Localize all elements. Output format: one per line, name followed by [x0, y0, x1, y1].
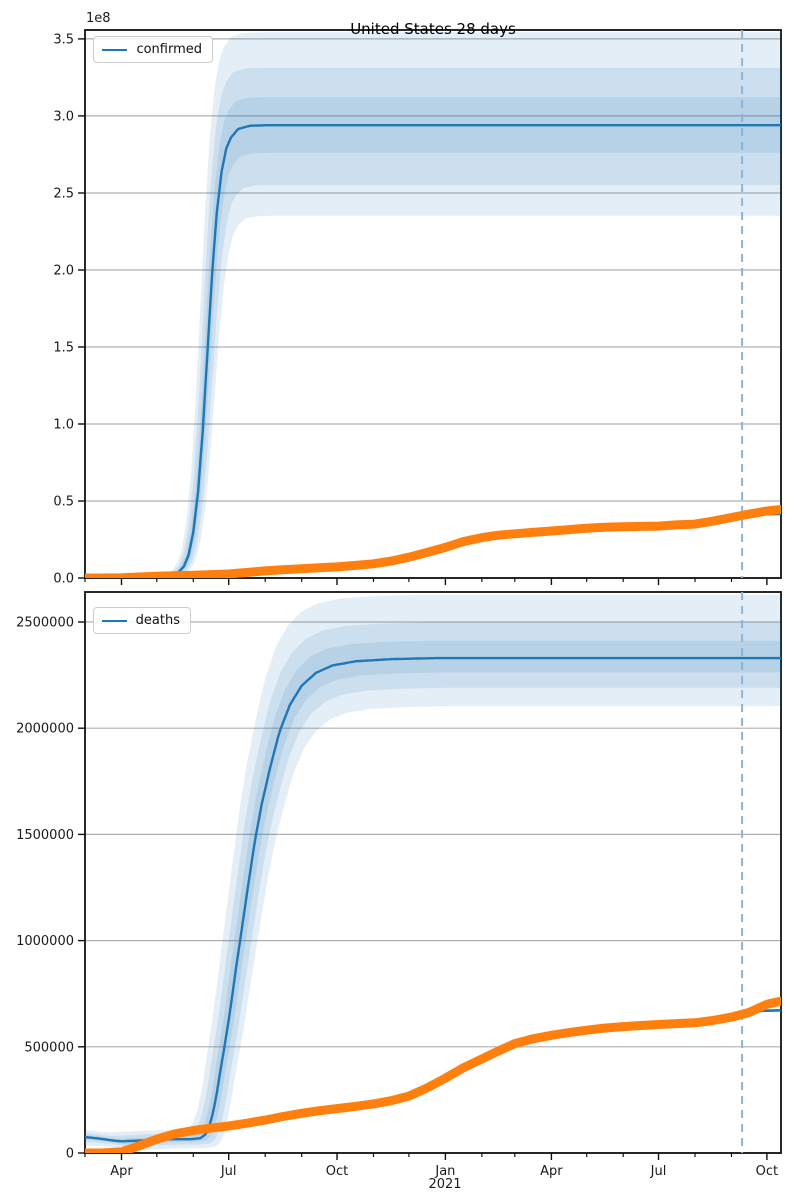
y-tick-label: 2000000 — [16, 722, 74, 737]
y-tick-label: 2500000 — [16, 616, 74, 631]
y-tick-label: 0.5 — [53, 495, 74, 510]
fit-median-line — [85, 656, 781, 1143]
x-tick-label: Oct — [756, 1164, 778, 1179]
deaths-subplot: 0 500000 1000000 1500000 2000000 2500000 Apr Ju… — [16, 591, 782, 1179]
legend-label-confirmed: confirmed — [136, 42, 202, 57]
actual-data-line — [85, 505, 781, 578]
axes-spines — [84, 29, 782, 579]
confidence-band — [85, 640, 781, 1144]
legend-label-deaths: deaths — [135, 613, 180, 628]
legend-line-swatch — [102, 619, 127, 622]
fit-median-line — [85, 124, 781, 578]
confirmed-plot-area — [85, 30, 781, 578]
confidence-band — [85, 32, 781, 578]
x-tick-label: Jan — [434, 1164, 455, 1179]
y-tick-label: 500000 — [24, 1040, 74, 1055]
y-tick-label: 0.0 — [53, 572, 74, 587]
y-axis-offset-label: 1e8 — [86, 11, 111, 26]
page-title: United States 28 days — [350, 20, 516, 38]
y-tick-label: 1.0 — [53, 418, 74, 433]
legend-deaths: deaths — [93, 607, 191, 634]
confidence-band — [85, 594, 781, 1151]
confidence-band — [85, 67, 781, 578]
y-tick-label: 3.5 — [53, 32, 74, 47]
y-tick-label: 1000000 — [16, 934, 74, 949]
y-tick-label: 2.0 — [53, 264, 74, 279]
x-tick-label: Jul — [220, 1164, 237, 1179]
x-axis-year-label: 2021 — [428, 1177, 462, 1192]
y-tick-label: 2.5 — [53, 187, 74, 202]
y-tick-label: 1500000 — [16, 828, 74, 843]
x-tick-label: Oct — [326, 1164, 348, 1179]
actual-data-line — [85, 996, 781, 1153]
deaths-plot-area — [85, 592, 781, 1153]
x-tick-label: Jul — [650, 1164, 667, 1179]
confidence-band — [85, 622, 781, 1147]
legend-confirmed: confirmed — [93, 36, 213, 63]
x-tick-label: Apr — [110, 1164, 133, 1179]
y-tick-label: 1.5 — [53, 341, 74, 356]
y-tick-label: 0 — [66, 1147, 74, 1162]
confidence-band — [85, 97, 781, 578]
x-tick-label: Apr — [540, 1164, 563, 1179]
axes-spines — [84, 591, 782, 1154]
y-tick-label: 3.0 — [53, 109, 74, 124]
confirmed-subplot: 0.0 0.5 1.0 1.5 2.0 2.5 3.0 3.5 — [53, 29, 782, 587]
legend-line-swatch — [102, 48, 128, 51]
